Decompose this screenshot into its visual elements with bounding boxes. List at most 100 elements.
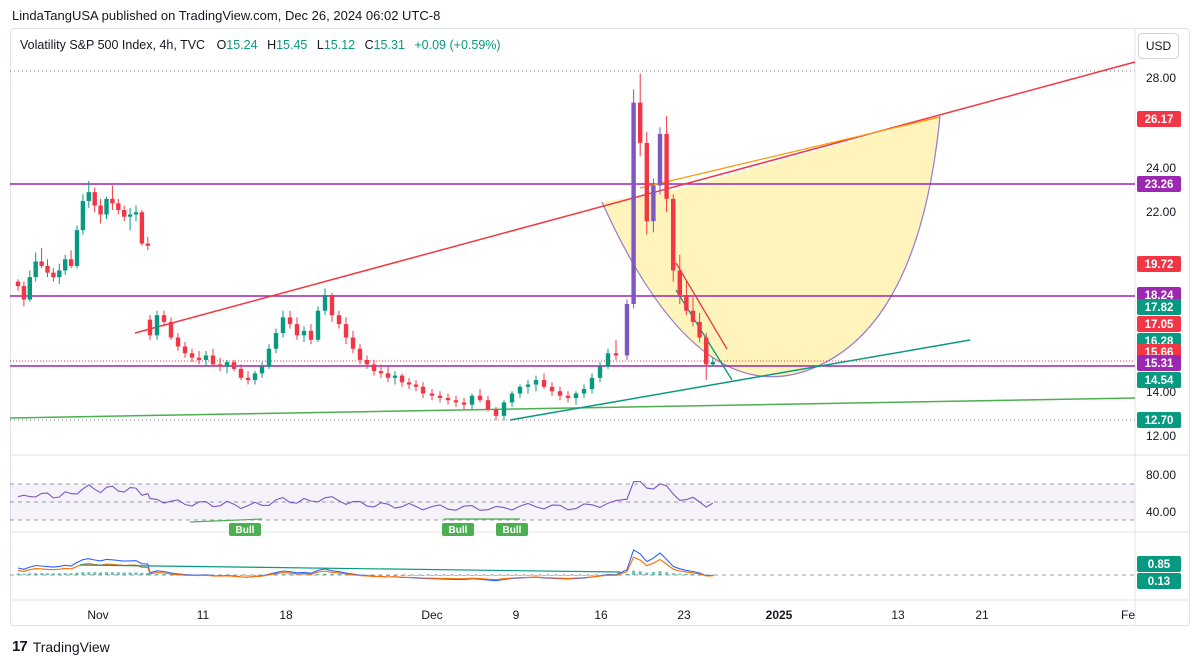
rsi-tick-label: 80.00 bbox=[1146, 468, 1176, 482]
price-tag bbox=[1137, 299, 1181, 315]
candle-body bbox=[203, 355, 209, 360]
candle-body bbox=[287, 317, 293, 325]
candle-body bbox=[461, 402, 467, 405]
candle-body bbox=[581, 389, 587, 394]
candle-body bbox=[631, 102, 636, 304]
candle-body bbox=[280, 317, 286, 334]
candle-body bbox=[110, 198, 115, 204]
macd-histogram-bar bbox=[534, 575, 538, 576]
candle-body bbox=[597, 366, 603, 378]
time-tick-label: 9 bbox=[513, 608, 520, 622]
ohlc-legend: Volatility S&P 500 Index, 4h, TVC O15.24… bbox=[20, 38, 501, 52]
price-tag-label: 17.82 bbox=[1145, 302, 1174, 314]
candle-body bbox=[51, 272, 56, 278]
open-label: O bbox=[216, 38, 227, 52]
price-tag bbox=[1137, 372, 1181, 388]
macd-histogram-bar bbox=[253, 574, 257, 576]
rising-support-trendline bbox=[509, 339, 971, 421]
low-value: 15.12 bbox=[323, 38, 356, 52]
cup-fill-area bbox=[602, 116, 940, 377]
macd-histogram-bar bbox=[711, 574, 715, 576]
macd-histogram-bar bbox=[386, 575, 390, 576]
candle-body bbox=[189, 353, 195, 358]
candle-body bbox=[315, 310, 321, 340]
candle-body bbox=[350, 337, 356, 349]
macd-histogram-bar bbox=[274, 574, 278, 576]
candle-body bbox=[210, 355, 216, 365]
candle-body bbox=[605, 353, 611, 367]
time-tick-label: 2025 bbox=[766, 608, 793, 622]
macd-histogram-bar bbox=[462, 575, 466, 576]
macd-histogram-bar bbox=[454, 575, 458, 576]
symbol-title: Volatility S&P 500 Index, 4h, TVC bbox=[20, 38, 206, 52]
macd-histogram-bar bbox=[400, 575, 404, 576]
macd-histogram-bar bbox=[81, 572, 85, 575]
candle-body bbox=[86, 192, 91, 202]
macd-histogram-bar bbox=[295, 574, 299, 576]
macd-histogram-bar bbox=[502, 575, 506, 576]
candle-body bbox=[477, 395, 483, 401]
macd-histogram-bar bbox=[430, 575, 434, 576]
candle-body bbox=[92, 192, 97, 206]
macd-histogram-bar bbox=[302, 574, 306, 576]
candle-body bbox=[133, 212, 139, 215]
macd-histogram-bar bbox=[414, 575, 418, 576]
macd-histogram-bar bbox=[105, 572, 108, 575]
macd-histogram-bar bbox=[494, 575, 498, 576]
candle-body bbox=[336, 315, 342, 325]
currency-button[interactable]: USD bbox=[1138, 33, 1179, 59]
candle-body bbox=[677, 270, 682, 296]
candle-body bbox=[690, 310, 696, 322]
macd-histogram-bar bbox=[393, 575, 397, 576]
candle-body bbox=[245, 377, 251, 381]
macd-histogram-bar bbox=[372, 574, 376, 576]
macd-price-tag bbox=[1137, 556, 1181, 572]
candle-body bbox=[322, 295, 328, 311]
macd-histogram-bar bbox=[69, 573, 73, 575]
macd-histogram-bar bbox=[421, 575, 425, 576]
candle-body bbox=[644, 142, 649, 222]
macd-price-tag-label: 0.85 bbox=[1148, 559, 1171, 571]
macd-histogram-bar bbox=[658, 571, 662, 575]
candle-body bbox=[104, 198, 109, 215]
candle-body bbox=[127, 214, 133, 217]
macd-histogram-bar bbox=[288, 574, 292, 576]
macd-histogram-bar bbox=[671, 573, 675, 575]
high-value: 15.45 bbox=[276, 38, 308, 52]
candle-body bbox=[651, 185, 656, 222]
chart-frame bbox=[10, 28, 1190, 626]
macd-histogram-bar bbox=[281, 574, 285, 576]
macd-histogram-bar bbox=[155, 574, 159, 576]
macd-histogram-bar bbox=[590, 575, 594, 576]
macd-histogram-bar bbox=[510, 575, 514, 576]
close-value: 15.31 bbox=[373, 38, 405, 52]
time-tick-label: Fe bbox=[1121, 608, 1135, 622]
candle-body bbox=[74, 230, 80, 266]
candle-body bbox=[525, 384, 531, 387]
macd-histogram-bar bbox=[651, 571, 655, 575]
candle-body bbox=[238, 368, 244, 378]
candle-body bbox=[39, 261, 44, 266]
footer-brand-label: TradingView bbox=[32, 638, 110, 655]
macd-histogram-bar bbox=[470, 575, 474, 576]
rsi-tick-label: 40.00 bbox=[1146, 505, 1176, 519]
macd-histogram-bar bbox=[34, 573, 38, 575]
macd-histogram-bar bbox=[379, 574, 383, 576]
price-tick-label: 14.00 bbox=[1146, 385, 1176, 399]
price-tag bbox=[1137, 355, 1181, 371]
candle-body bbox=[259, 366, 265, 374]
macd-price-tag bbox=[1137, 573, 1181, 589]
macd-histogram-bar bbox=[232, 574, 236, 576]
candle-body bbox=[147, 319, 153, 336]
macd-histogram-bar bbox=[330, 574, 334, 576]
macd-histogram-bar bbox=[75, 572, 79, 575]
candle-body bbox=[80, 201, 86, 231]
macd-histogram-bar bbox=[146, 572, 150, 575]
candle-body bbox=[98, 205, 103, 215]
candle-body bbox=[217, 364, 223, 367]
macd-histogram-bar bbox=[550, 575, 554, 576]
candle-body bbox=[565, 395, 571, 398]
macd-histogram-bar bbox=[645, 572, 649, 575]
macd-histogram-bar bbox=[632, 570, 636, 575]
